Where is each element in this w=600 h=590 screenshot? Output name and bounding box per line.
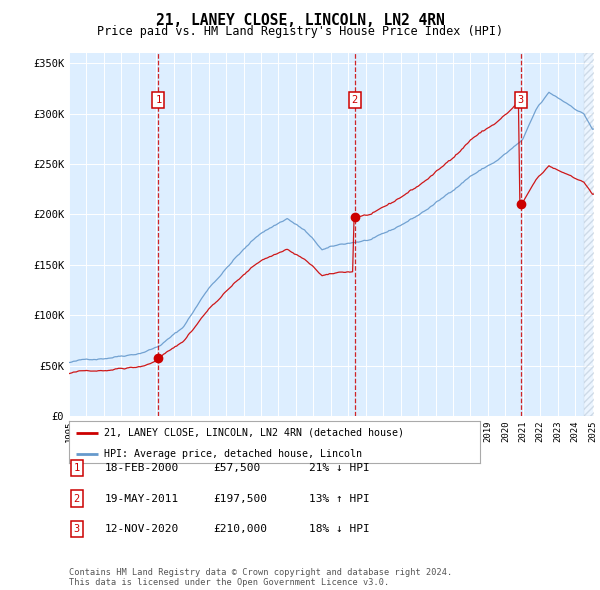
Text: 13% ↑ HPI: 13% ↑ HPI bbox=[309, 494, 370, 503]
Text: 21% ↓ HPI: 21% ↓ HPI bbox=[309, 463, 370, 473]
Text: 19-MAY-2011: 19-MAY-2011 bbox=[105, 494, 179, 503]
Text: 2: 2 bbox=[352, 95, 358, 105]
Text: 18% ↓ HPI: 18% ↓ HPI bbox=[309, 525, 370, 534]
Text: 3: 3 bbox=[517, 95, 524, 105]
Text: Price paid vs. HM Land Registry's House Price Index (HPI): Price paid vs. HM Land Registry's House … bbox=[97, 25, 503, 38]
Text: £197,500: £197,500 bbox=[213, 494, 267, 503]
Text: Contains HM Land Registry data © Crown copyright and database right 2024.
This d: Contains HM Land Registry data © Crown c… bbox=[69, 568, 452, 587]
Text: £210,000: £210,000 bbox=[213, 525, 267, 534]
Text: HPI: Average price, detached house, Lincoln: HPI: Average price, detached house, Linc… bbox=[104, 449, 362, 459]
Text: 12-NOV-2020: 12-NOV-2020 bbox=[105, 525, 179, 534]
Text: 21, LANEY CLOSE, LINCOLN, LN2 4RN (detached house): 21, LANEY CLOSE, LINCOLN, LN2 4RN (detac… bbox=[104, 428, 404, 438]
Text: 3: 3 bbox=[74, 525, 80, 534]
Text: 2: 2 bbox=[74, 494, 80, 503]
Text: 21, LANEY CLOSE, LINCOLN, LN2 4RN: 21, LANEY CLOSE, LINCOLN, LN2 4RN bbox=[155, 13, 445, 28]
Text: 1: 1 bbox=[74, 463, 80, 473]
Text: £57,500: £57,500 bbox=[213, 463, 260, 473]
Text: 18-FEB-2000: 18-FEB-2000 bbox=[105, 463, 179, 473]
Text: 1: 1 bbox=[155, 95, 161, 105]
